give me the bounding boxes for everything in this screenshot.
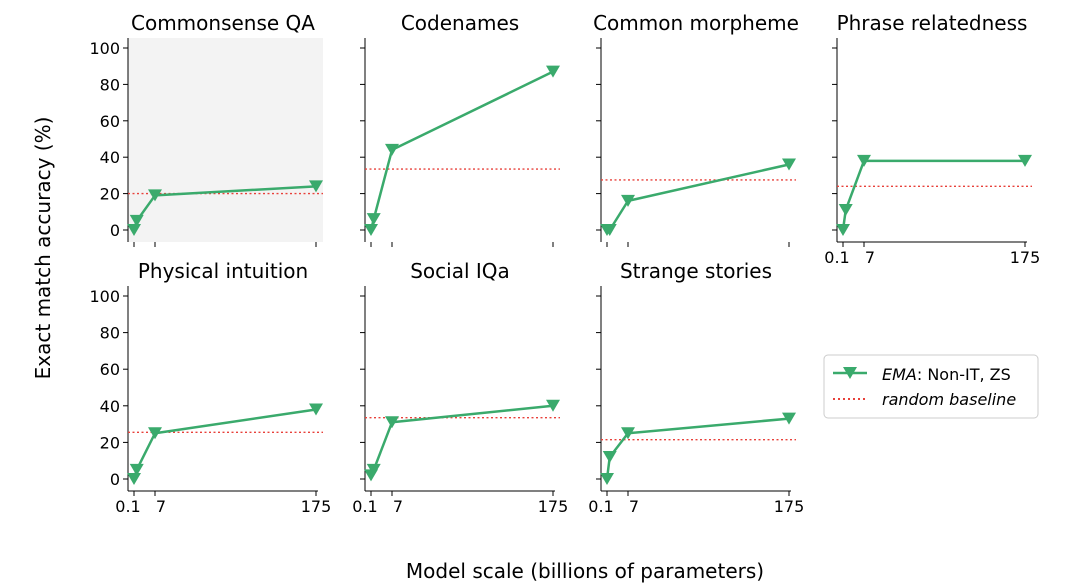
panel-6: Social IQa 0.1 7 175: [352, 259, 568, 516]
y-tick-label: 60: [100, 360, 120, 379]
x-tick-label: 175: [301, 497, 332, 516]
panel-title: Strange stories: [620, 259, 772, 283]
data-point-marker: [602, 451, 617, 464]
y-tick-label: 40: [100, 148, 120, 167]
y-tick-label: 100: [89, 287, 120, 306]
data-point-marker: [782, 158, 796, 171]
panel-title: Commonsense QA: [131, 11, 315, 35]
y-tick-label: 60: [100, 112, 120, 131]
data-point-marker: [309, 403, 323, 416]
y-tick-label: 100: [89, 39, 120, 58]
data-point-marker: [600, 473, 614, 485]
data-point-marker: [857, 154, 871, 167]
legend: EMA: Non-IT, ZS random baseline: [823, 354, 1039, 419]
data-point-marker: [127, 473, 141, 485]
data-point-marker: [385, 416, 399, 429]
legend-series-marker: [843, 367, 857, 379]
data-point-marker: [127, 224, 141, 236]
data-point-marker: [148, 427, 162, 440]
data-point-marker: [129, 463, 144, 476]
y-tick-label: 80: [100, 324, 120, 343]
legend-baseline-label: random baseline: [882, 390, 1016, 409]
x-tick-label: 175: [774, 497, 805, 516]
data-point-marker: [1018, 154, 1032, 167]
x-tick-label: 0.1: [115, 497, 140, 516]
series-line: [369, 70, 554, 231]
panel-highlight-background: [128, 38, 323, 242]
x-tick-label: 7: [865, 248, 875, 267]
data-point-marker: [366, 463, 381, 476]
panel-title: Social IQa: [410, 259, 510, 283]
series-line: [369, 404, 554, 476]
data-point-marker: [129, 214, 144, 227]
data-point-marker: [621, 194, 635, 207]
y-axis-label: Exact match accuracy (%): [31, 117, 55, 380]
x-tick-label: 175: [1010, 248, 1041, 267]
series-line: [841, 159, 1025, 231]
y-tick-label: 20: [100, 433, 120, 452]
x-tick-label: 7: [393, 497, 403, 516]
x-axis-label: Model scale (billions of parameters): [406, 559, 764, 583]
x-tick-label: 175: [538, 497, 569, 516]
series-line: [605, 417, 790, 480]
legend-series-label: EMA: Non-IT, ZS: [882, 365, 1011, 384]
subplot-grid: Commonsense QA 0 20 40 60 80 100 Codenames Commo…: [89, 11, 1040, 516]
y-tick-label: 80: [100, 75, 120, 94]
data-point-marker: [309, 180, 323, 193]
x-tick-label: 0.1: [588, 497, 613, 516]
panel-7: Strange stories 0.1 7 175: [588, 259, 804, 516]
data-point-marker: [364, 224, 378, 236]
data-point-marker: [546, 65, 560, 78]
legend-series-prefix: EMA: [882, 365, 917, 384]
data-point-marker: [148, 189, 162, 202]
y-tick-label: 40: [100, 397, 120, 416]
series-line: [607, 163, 790, 232]
panel-title: Phrase relatedness: [837, 11, 1028, 35]
panel-3: Common morpheme: [593, 11, 799, 247]
panel-title: Physical intuition: [138, 259, 308, 283]
legend-series-suffix: : Non-IT, ZS: [917, 365, 1011, 384]
panel-title: Common morpheme: [593, 11, 799, 35]
y-tick-label: 0: [110, 470, 120, 489]
data-point-marker: [546, 399, 560, 412]
x-tick-label: 7: [629, 497, 639, 516]
x-tick-label: 0.1: [352, 497, 377, 516]
x-tick-label: 7: [156, 497, 166, 516]
data-point-marker: [836, 224, 850, 236]
legend-frame: [823, 354, 1039, 419]
y-tick-label: 20: [100, 185, 120, 204]
panel-4: Phrase relatedness 0.1 7 175: [824, 11, 1040, 267]
x-tick-label: 0.1: [824, 248, 849, 267]
data-point-marker: [838, 203, 853, 216]
series-line: [132, 408, 317, 480]
panel-2: Codenames: [360, 11, 560, 247]
data-point-marker: [366, 213, 381, 226]
data-point-marker: [385, 143, 399, 156]
panel-1: Commonsense QA 0 20 40 60 80 100: [89, 11, 323, 247]
data-point-marker: [621, 427, 635, 440]
y-tick-label: 0: [110, 221, 120, 240]
data-point-marker: [782, 412, 796, 425]
panel-5: Physical intuition 0 20 40 60 80 100 0.1 7 175: [89, 259, 331, 516]
panel-title: Codenames: [401, 11, 519, 35]
data-point-marker: [602, 224, 617, 236]
